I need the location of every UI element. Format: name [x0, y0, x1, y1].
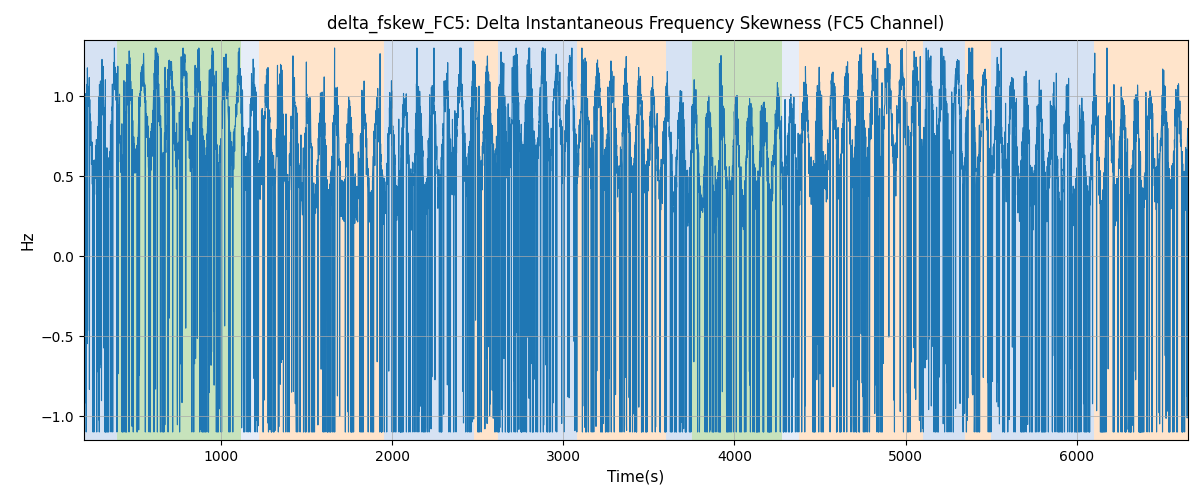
Bar: [116, 40, 241, 440]
Bar: [666, 40, 691, 440]
Bar: [782, 40, 799, 440]
Bar: [799, 40, 923, 440]
Bar: [84, 40, 116, 440]
Bar: [258, 40, 384, 440]
Bar: [966, 40, 991, 440]
X-axis label: Time(s): Time(s): [607, 470, 665, 484]
Title: delta_fskew_FC5: Delta Instantaneous Frequency Skewness (FC5 Channel): delta_fskew_FC5: Delta Instantaneous Fre…: [328, 15, 944, 33]
Bar: [577, 40, 666, 440]
Bar: [474, 40, 498, 440]
Bar: [1094, 40, 1188, 440]
Bar: [923, 40, 966, 440]
Bar: [691, 40, 782, 440]
Y-axis label: Hz: Hz: [20, 230, 35, 250]
Bar: [498, 40, 577, 440]
Bar: [991, 40, 1094, 440]
Bar: [384, 40, 474, 440]
Bar: [241, 40, 258, 440]
